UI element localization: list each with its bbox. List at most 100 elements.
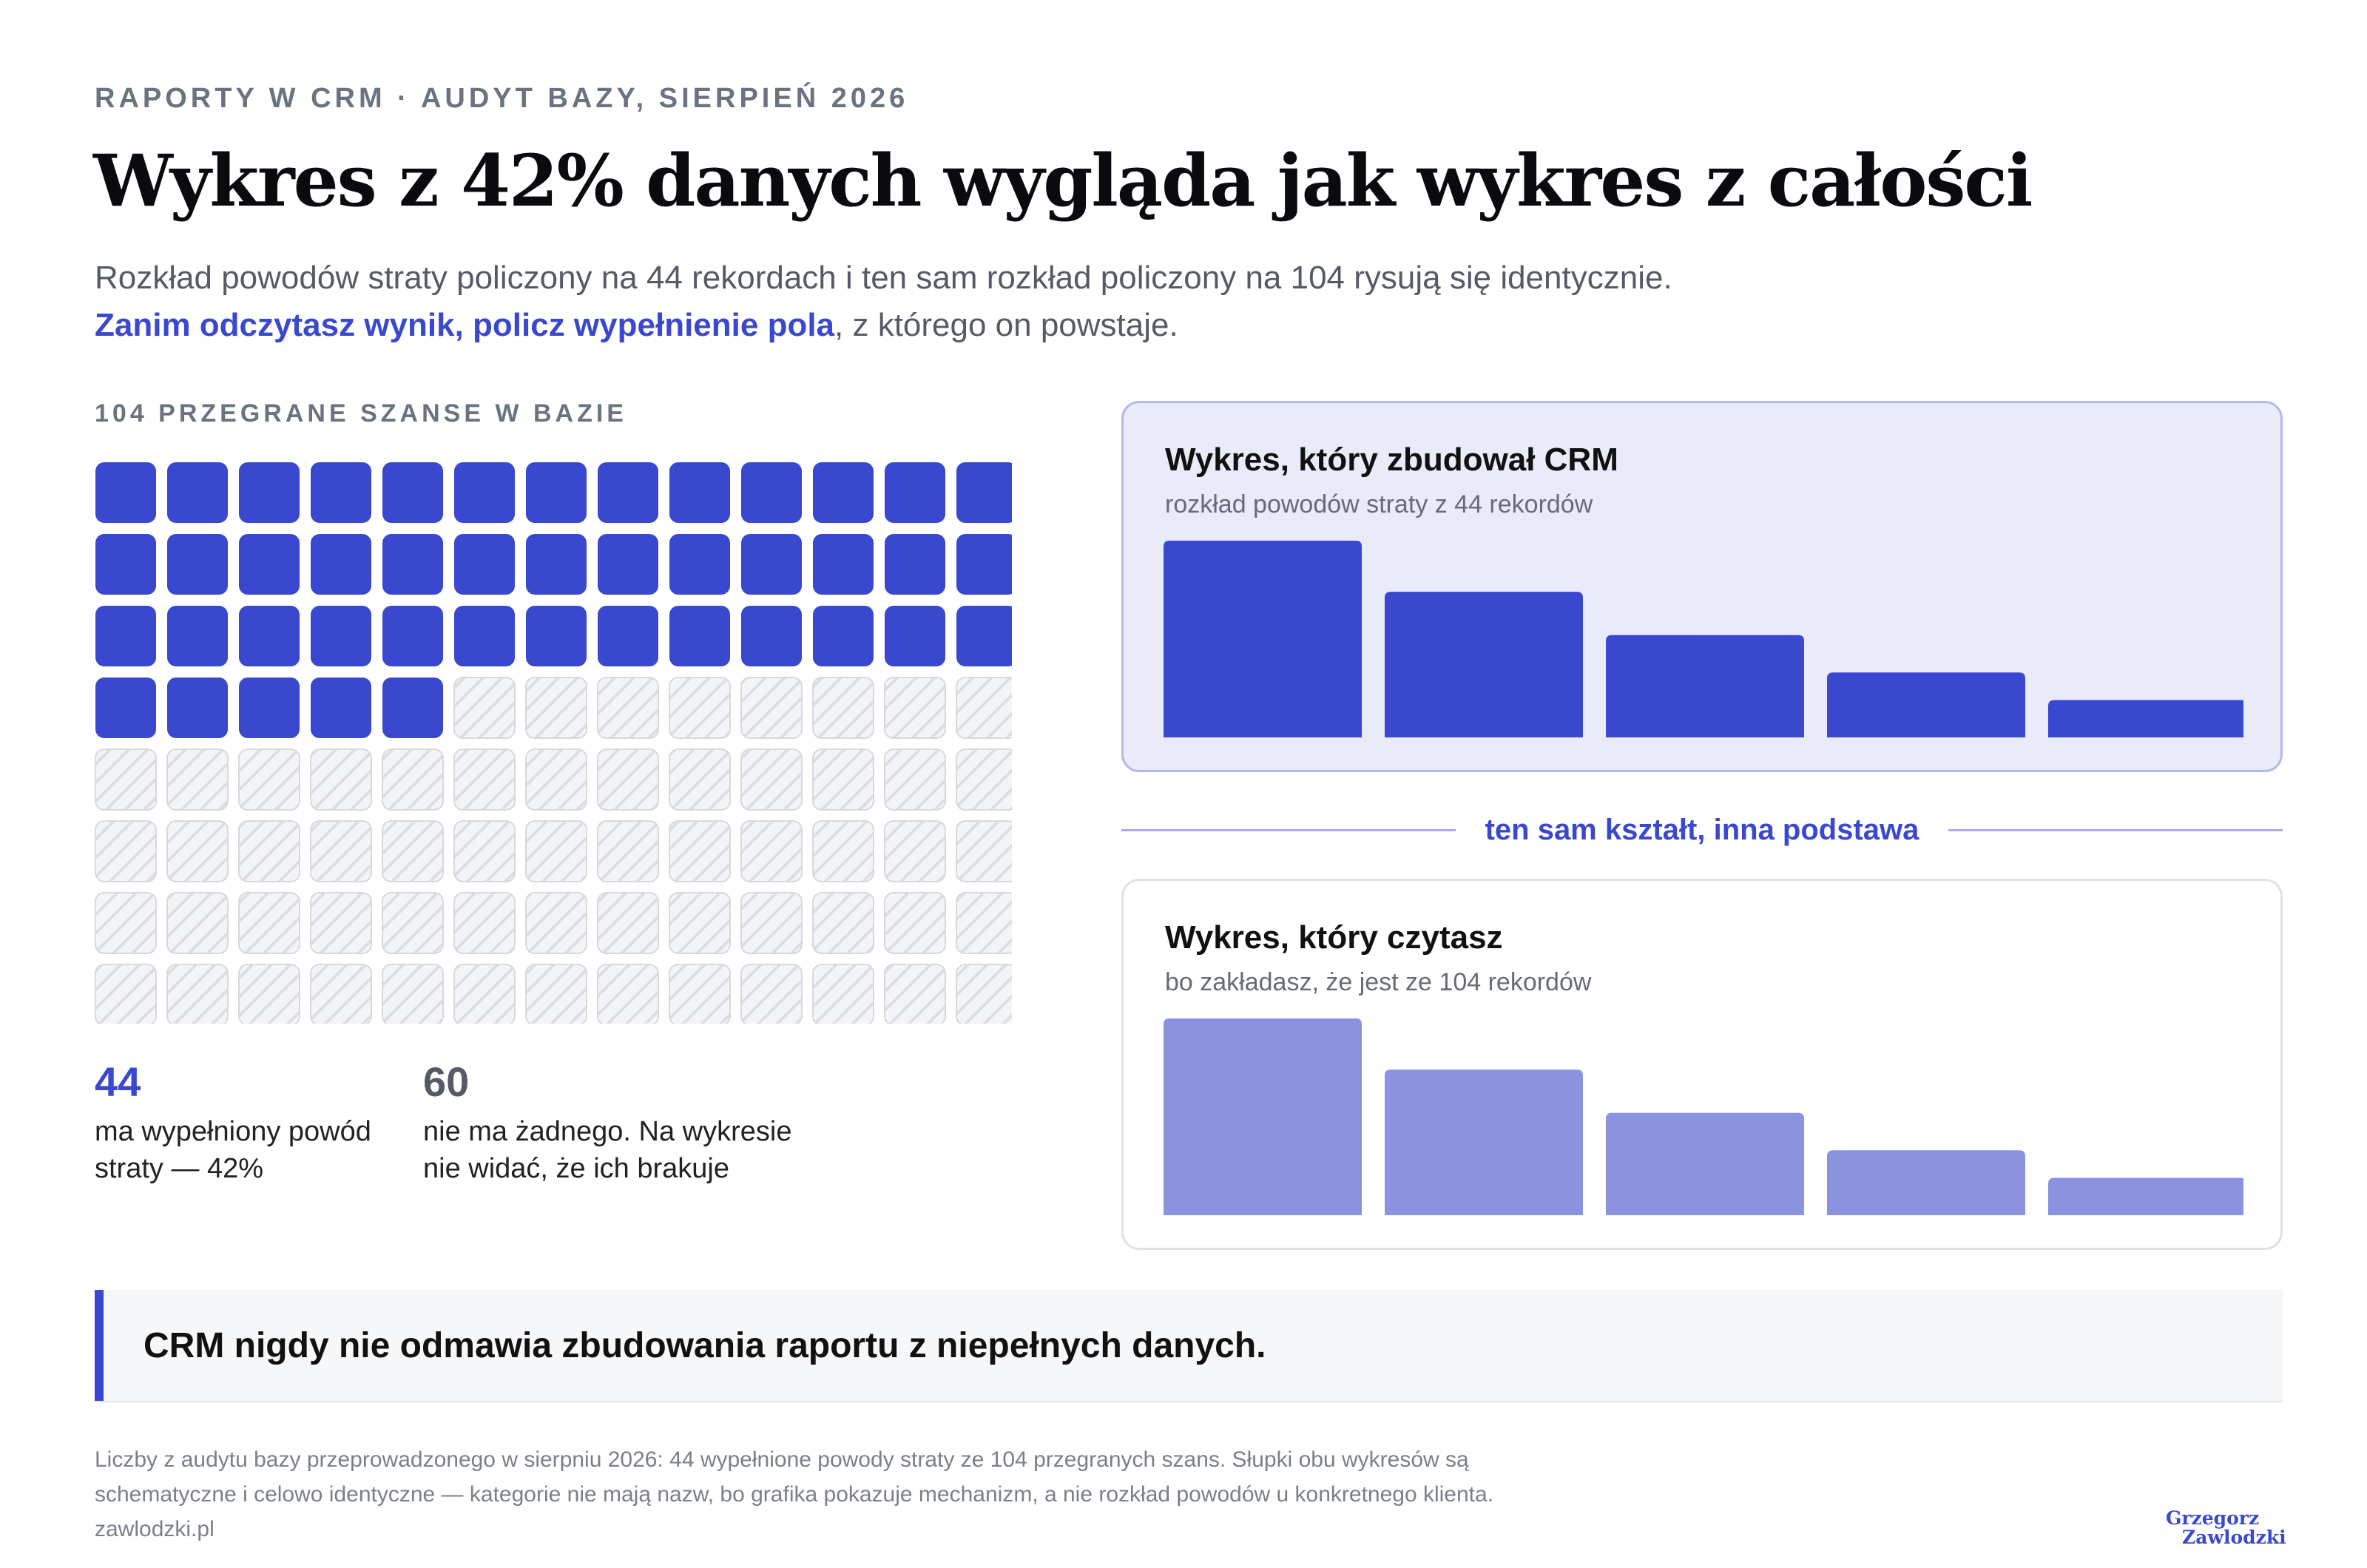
- waffle-cell-filled: [95, 606, 156, 666]
- waffle-cell-empty: [382, 748, 444, 811]
- waffle-cell-empty: [812, 677, 874, 739]
- waffle-cell-filled: [382, 606, 443, 666]
- waffle-cell-filled: [95, 677, 156, 738]
- waffle-cell-filled: [95, 534, 156, 595]
- waffle-cell-filled: [741, 462, 802, 523]
- waffle-cell-filled: [526, 462, 587, 523]
- waffle-cell-filled: [813, 462, 874, 523]
- subtitle-highlight: Zanim odczytasz wynik, policz wypełnieni…: [95, 307, 835, 343]
- waffle-cell-filled: [454, 462, 515, 523]
- waffle-cell-empty: [453, 964, 516, 1024]
- waffle-cell-empty: [166, 820, 229, 882]
- bar-2: [1385, 592, 1583, 737]
- waffle-cell-empty: [597, 748, 659, 811]
- crm-chart-card: Wykres, który zbudował CRM rozkład powod…: [1121, 401, 2283, 772]
- bar-5: [2048, 700, 2243, 737]
- waffle-cell-filled: [813, 534, 874, 595]
- waffle-cell-empty: [884, 964, 946, 1024]
- waffle-cell-filled: [311, 677, 371, 738]
- waffle-cell-filled: [311, 462, 371, 523]
- waffle-cell-filled: [956, 534, 1012, 595]
- waffle-cell-empty: [956, 748, 1012, 811]
- waffle-cell-filled: [956, 606, 1012, 666]
- waffle-cell-empty: [884, 820, 946, 882]
- waffle-label: 104 PRZEGRANE SZANSE W BAZIE: [95, 399, 627, 428]
- bar-2: [1385, 1069, 1583, 1215]
- waffle-cell-empty: [597, 964, 659, 1024]
- waffle-cell-filled: [741, 606, 802, 666]
- subtitle-rest: , z którego on powstaje.: [834, 307, 1178, 343]
- waffle-cell-filled: [382, 534, 443, 595]
- waffle-cell-empty: [310, 748, 372, 811]
- waffle-cell-filled: [382, 677, 443, 738]
- waffle-cell-filled: [311, 606, 371, 666]
- waffle-cell-empty: [382, 964, 444, 1024]
- waffle-cell-empty: [525, 892, 587, 954]
- waffle-cell-empty: [812, 820, 874, 882]
- waffle-cell-filled: [885, 534, 945, 595]
- divider-label: ten sam kształt, inna podstawa: [1485, 814, 1919, 846]
- waffle-cell-empty: [238, 748, 300, 811]
- waffle-cell-filled: [167, 462, 228, 523]
- waffle-cell-empty: [310, 892, 372, 954]
- waffle-cell-filled: [454, 606, 515, 666]
- waffle-cell-empty: [956, 892, 1012, 954]
- waffle-cell-empty: [669, 892, 731, 954]
- waffle-cell-empty: [740, 677, 803, 739]
- waffle-cell-empty: [166, 892, 229, 954]
- logo-line2: Zawlodzki: [2182, 1527, 2286, 1548]
- waffle-cell-filled: [885, 606, 945, 666]
- waffle-cell-filled: [167, 606, 228, 666]
- eyebrow: RAPORTY W CRM · AUDYT BAZY, SIERPIEŃ 202…: [95, 83, 909, 114]
- waffle-cell-empty: [956, 964, 1012, 1024]
- waffle-cell-filled: [382, 462, 443, 523]
- waffle-cell-empty: [166, 748, 229, 811]
- waffle-cell-empty: [669, 677, 731, 739]
- waffle-cell-filled: [598, 606, 658, 666]
- waffle-cell-filled: [239, 606, 300, 666]
- logo-line1: Grzegorz: [2166, 1507, 2260, 1529]
- waffle-cell-empty: [525, 677, 587, 739]
- waffle-cell-empty: [884, 892, 946, 954]
- waffle-cell-empty: [597, 892, 659, 954]
- waffle-cell-empty: [95, 892, 157, 954]
- waffle-cell-empty: [884, 677, 946, 739]
- waffle-cell-filled: [885, 462, 945, 523]
- waffle-cell-filled: [669, 534, 730, 595]
- waffle-cell-filled: [813, 606, 874, 666]
- bar-3: [1606, 1112, 1804, 1215]
- stat-filled-value: 44: [95, 1058, 141, 1105]
- bar-4: [1827, 1150, 2025, 1215]
- waffle-cell-empty: [812, 964, 874, 1024]
- waffle-cell-filled: [167, 677, 228, 738]
- bar-4: [1827, 672, 2025, 737]
- waffle-cell-empty: [740, 748, 803, 811]
- waffle-cell-filled: [526, 606, 587, 666]
- read-bar-chart: [1164, 1018, 2243, 1215]
- stat-empty: 60 nie ma żadnego. Na wykresie nie widać…: [423, 1058, 808, 1187]
- waffle-cell-empty: [95, 820, 157, 882]
- footnote-url[interactable]: zawlodzki.pl: [95, 1517, 215, 1541]
- footnote-line1: Liczby z audytu bazy przeprowadzonego w …: [95, 1447, 1469, 1472]
- waffle-cell-filled: [526, 534, 587, 595]
- read-chart-title: Wykres, który czytasz: [1165, 919, 1503, 956]
- waffle-cell-empty: [310, 964, 372, 1024]
- callout-text: CRM nigdy nie odmawia zbudowania raportu…: [143, 1326, 1266, 1365]
- bar-3: [1606, 635, 1804, 737]
- waffle-cell-filled: [167, 534, 228, 595]
- waffle-cell-empty: [95, 964, 157, 1024]
- divider: ten sam kształt, inna podstawa: [1121, 808, 2283, 852]
- waffle-cell-filled: [454, 534, 515, 595]
- waffle-cell-empty: [812, 748, 874, 811]
- read-chart-card: Wykres, który czytasz bo zakładasz, że j…: [1121, 879, 2283, 1250]
- subtitle: Rozkład powodów straty policzony na 44 r…: [95, 254, 2092, 349]
- waffle-cell-empty: [597, 820, 659, 882]
- waffle-cell-filled: [598, 462, 658, 523]
- waffle-cell-empty: [95, 748, 157, 811]
- waffle-cell-empty: [238, 820, 300, 882]
- stat-filled: 44 ma wypełniony powód straty — 42%: [95, 1058, 413, 1187]
- bar-5: [2048, 1177, 2243, 1215]
- waffle-cell-empty: [740, 892, 803, 954]
- divider-line-left: [1121, 829, 1456, 831]
- waffle-cell-filled: [95, 462, 156, 523]
